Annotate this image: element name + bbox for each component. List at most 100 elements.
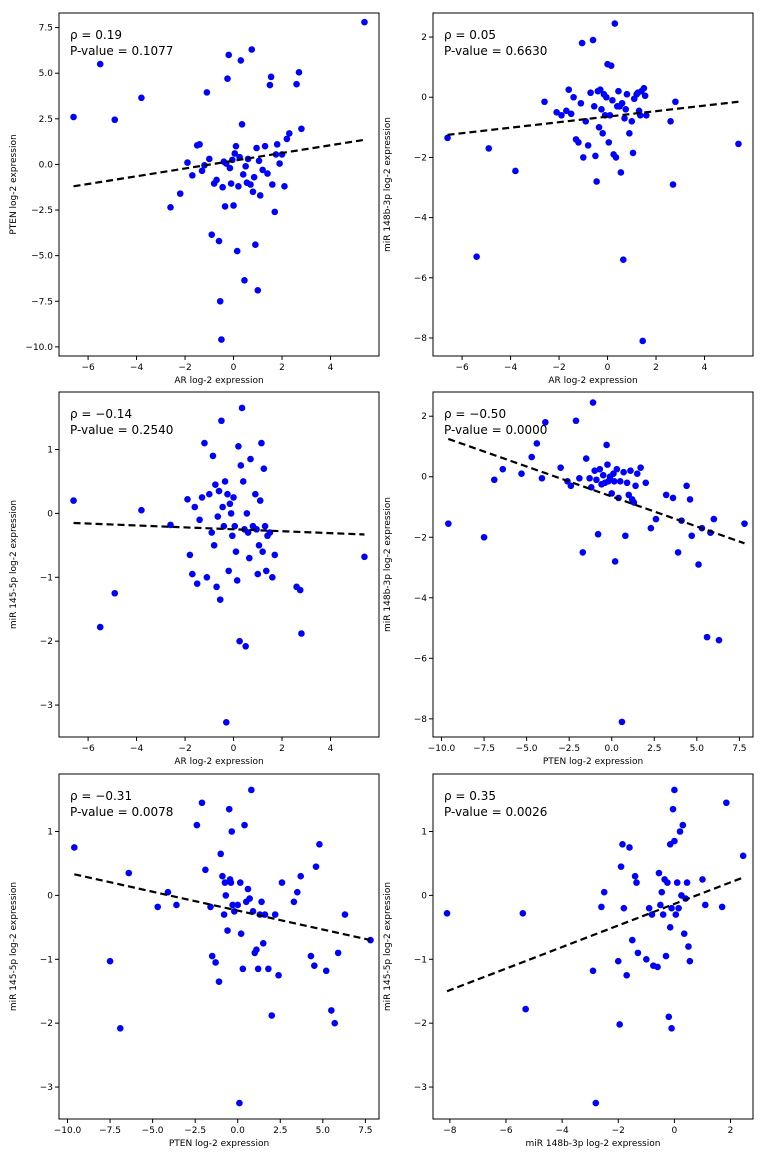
x-tick-label: −2 (552, 363, 565, 373)
scatter-point (210, 542, 218, 549)
scatter-point (600, 888, 608, 896)
scatter-point (198, 799, 206, 807)
scatter-point (341, 911, 349, 918)
scatter-point (640, 84, 648, 92)
scatter-point (671, 786, 678, 794)
scatter-point (283, 135, 291, 143)
scatter-point (626, 844, 633, 851)
y-tick-label: 1 (421, 828, 427, 838)
scatter-point (219, 872, 226, 880)
scatter-point (444, 134, 451, 142)
scatter-point (154, 903, 162, 911)
rho-annotation: ρ = −0.14 (70, 407, 132, 421)
y-tick-label: −3 (40, 701, 53, 711)
scatter-point (613, 465, 621, 473)
scatter-point (196, 141, 203, 148)
scatter-point (367, 936, 374, 944)
x-tick-label: −4 (555, 1126, 569, 1136)
scatter-point (191, 503, 199, 511)
scatter-point (316, 840, 323, 848)
plot-frame (432, 391, 754, 738)
scatter-point (490, 476, 498, 484)
scatter-point (225, 805, 233, 813)
x-tick-label: −4 (504, 363, 518, 373)
x-tick-label: −5.0 (142, 1126, 164, 1136)
scatter-point (528, 453, 536, 461)
scatter-point (225, 567, 232, 575)
scatter-point (106, 957, 114, 965)
x-tick-label: −2 (178, 363, 191, 373)
y-tick-label: −4 (414, 214, 428, 224)
scatter-point (226, 500, 234, 508)
scatter-point (620, 904, 628, 912)
scatter-point (739, 852, 747, 860)
scatter-point (198, 167, 206, 175)
scatter-point (232, 142, 240, 150)
scatter-point (293, 80, 300, 88)
scatter-point (230, 494, 237, 501)
y-tick-label: 2 (421, 412, 427, 422)
x-tick-label: 2 (279, 363, 285, 373)
scatter-point (186, 551, 194, 559)
scatter-point (669, 805, 677, 813)
scatter-point (628, 118, 636, 125)
scatter-point (243, 510, 251, 517)
scatter-point (268, 1012, 276, 1019)
plot-frame (58, 773, 380, 1120)
y-tick-label: −2 (40, 637, 53, 647)
scatter-point (189, 172, 196, 179)
scatter-point (587, 89, 594, 97)
scatter-point (567, 482, 575, 490)
scatter-point (248, 46, 256, 53)
scatter-point (627, 467, 634, 474)
scatter-point (445, 520, 452, 527)
x-axis-label: PTEN log-2 expression (543, 757, 643, 767)
scatter-point (563, 107, 570, 115)
scatter-point (645, 904, 653, 912)
scatter-point (70, 113, 77, 121)
scatter-point (582, 455, 590, 462)
scatter-point (238, 404, 246, 412)
plot-frame (58, 391, 380, 738)
scatter-point (206, 155, 213, 163)
scatter-point (620, 468, 627, 476)
scatter-point (264, 170, 271, 177)
scatter-point (224, 490, 231, 498)
x-tick-label: 2 (279, 744, 285, 754)
scatter-point (361, 18, 368, 26)
scatter-point (244, 885, 252, 893)
x-tick-label: −7.5 (99, 1126, 121, 1136)
scatter-point (236, 1099, 243, 1107)
chart-panel-4: −10.0 −7.5 −5.0 −2.5 0.0 2.5 5.0 7.5 −8 −6 −4 −2 0 2 P… (383, 391, 754, 767)
scatter-point (209, 452, 217, 460)
scatter-point (238, 120, 246, 128)
scatter-point (116, 1024, 124, 1032)
scatter-point (621, 115, 628, 122)
scatter-point (267, 73, 275, 81)
scatter-point (255, 157, 263, 165)
scatter-point (652, 515, 660, 523)
scatter-point (213, 583, 220, 591)
scatter-point (231, 522, 239, 530)
scatter-point (596, 465, 604, 473)
x-tick-label: 7.5 (358, 1126, 372, 1136)
scatter-point (610, 477, 618, 485)
scatter-point (669, 181, 677, 188)
scatter-point (233, 247, 241, 255)
x-axis-label: miR 148b-3p log-2 expression (526, 1139, 661, 1149)
scatter-point (643, 111, 650, 119)
x-tick-label: −4 (130, 363, 144, 373)
scatter-point (592, 152, 599, 160)
scatter-point (553, 108, 560, 116)
scatter-point (189, 570, 196, 578)
scatter-point (184, 496, 191, 503)
scatter-point (253, 946, 260, 953)
scatter-point (173, 901, 180, 909)
scatter-point (679, 821, 687, 829)
scatter-point (328, 1007, 335, 1014)
scatter-point (232, 548, 240, 556)
scatter-point (224, 75, 231, 82)
scatter-point (227, 180, 235, 187)
scatter-point (269, 573, 276, 581)
scatter-point (666, 924, 674, 931)
